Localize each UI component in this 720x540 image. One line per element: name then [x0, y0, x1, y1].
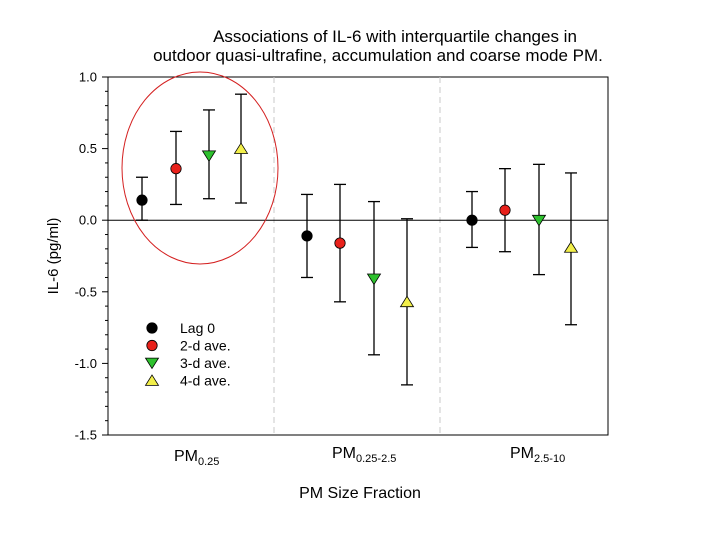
category-label-pm025-25-base: PM: [332, 445, 356, 462]
y-tick-label: -1.0: [75, 356, 97, 371]
chart-title: Associations of IL-6 with interquartile …: [213, 27, 577, 46]
category-label-pm025-sub: 0.25: [198, 456, 219, 468]
y-axis: 1.0 0.5 0.0 -0.5 -1.0 -1.5: [75, 70, 108, 443]
y-tick-label: 0.0: [79, 213, 97, 228]
legend-label-lag-0: Lag 0: [180, 320, 215, 336]
data-points: [136, 93, 579, 386]
legend-label-4-d-ave: 4-d ave.: [180, 373, 231, 389]
series-2-d-ave-group-2-marker: [499, 204, 511, 216]
legend-marker-2-d-ave: [146, 339, 158, 352]
series-4-d-ave-group-2-marker: [563, 241, 579, 253]
chart-subtitle: outdoor quasi-ultrafine, accumulation an…: [153, 46, 603, 65]
category-label-pm25-10: PM2.5-10: [510, 445, 565, 465]
series-lag-0-group-2-marker: [466, 214, 478, 226]
series-lag-0-group-0-marker: [136, 194, 148, 206]
series-lag-0-group-1-marker: [301, 230, 313, 242]
highlight-ellipse: [121, 71, 279, 265]
category-label-pm025-25: PM0.25-2.5: [332, 445, 396, 465]
legend-label-2-d-ave: 2-d ave.: [180, 338, 231, 354]
series-2-d-ave-group-1-marker: [334, 237, 346, 249]
series-3-d-ave-group-2-marker: [531, 214, 547, 227]
series-4-d-ave-group-0-marker: [233, 142, 249, 154]
legend-marker-4-d-ave: [144, 374, 160, 386]
category-label-pm025-base: PM: [174, 448, 198, 465]
y-tick-label: -1.5: [75, 428, 97, 443]
series-3-d-ave-group-0-marker: [201, 150, 217, 163]
series-4-d-ave-group-1-marker: [399, 295, 415, 308]
series-2-d-ave-group-0-marker: [170, 163, 182, 175]
y-tick-label: -0.5: [75, 284, 97, 299]
y-tick-label: 0.5: [79, 141, 97, 156]
legend-marker-3-d-ave: [144, 357, 160, 370]
plot-area-frame: [107, 76, 609, 436]
legend-marker-lag-0: [146, 322, 158, 334]
category-label-pm025-25-sub: 0.25-2.5: [356, 453, 396, 465]
y-tick-label: 1.0: [79, 70, 97, 85]
category-label-pm25-10-base: PM: [510, 445, 534, 462]
legend-label-3-d-ave: 3-d ave.: [180, 355, 231, 371]
category-label-pm25-10-sub: 2.5-10: [534, 453, 565, 465]
series-3-d-ave-group-1-marker: [366, 273, 382, 286]
x-axis-label: PM Size Fraction: [299, 485, 421, 502]
category-label-pm025: PM0.25: [174, 448, 219, 468]
y-axis-label: IL-6 (pg/ml): [45, 218, 62, 295]
legend: Lag 0 2-d ave.3-d ave. 4-d ave.: [144, 320, 231, 389]
